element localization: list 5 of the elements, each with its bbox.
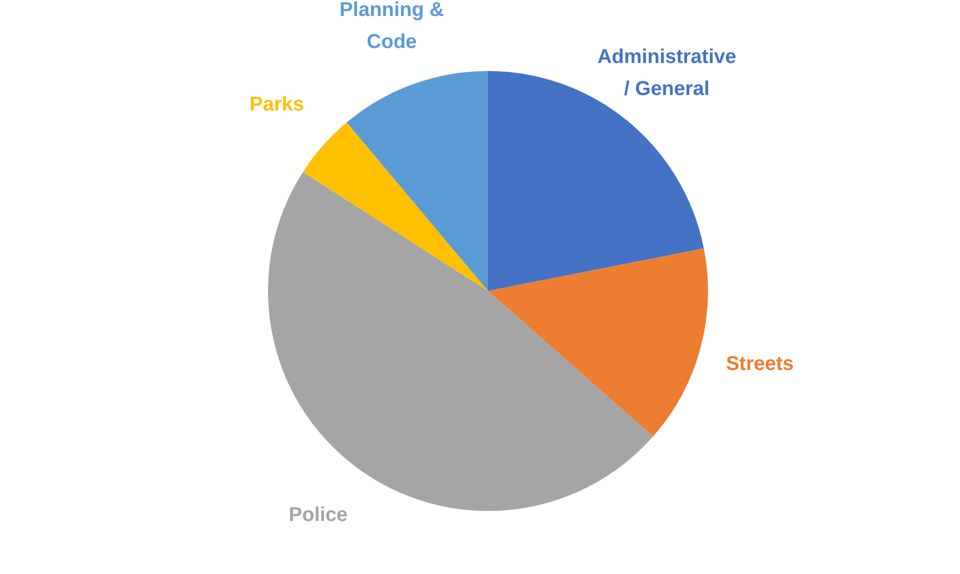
slice-label: Planning & Code [340, 0, 444, 53]
slice-label: Parks [250, 93, 304, 116]
slice-label: Administrative / General [597, 46, 736, 100]
slice-label: Streets [726, 352, 794, 375]
slice-label: Police [288, 504, 348, 526]
